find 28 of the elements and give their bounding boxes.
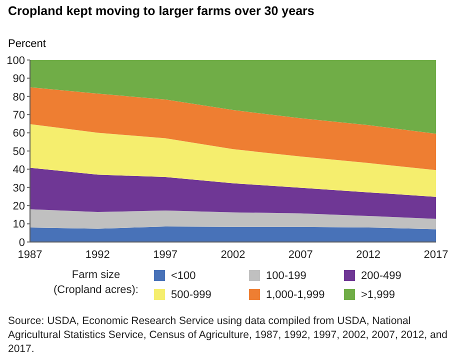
legend-label: 1,000-1,999 <box>266 288 325 300</box>
legend-label: 500-999 <box>171 288 212 300</box>
x-tick-label: 1987 <box>18 248 42 261</box>
y-tick-label: 50 <box>12 146 25 158</box>
legend-label: >1,999 <box>361 288 395 300</box>
y-tick-label: 70 <box>12 110 25 122</box>
y-tick-label: 90 <box>12 73 25 86</box>
y-tick-label: 80 <box>12 91 25 104</box>
y-tick-label: 60 <box>12 128 25 140</box>
source-note: Source: USDA, Economic Research Service using data compiled from USDA, National Agricultural Statistics Service, Census of Agriculture, 1987, 1992, 1997, 2002, 2007, 2012, and 2017. <box>8 314 448 355</box>
y-tick-label: 0 <box>18 236 25 249</box>
x-tick-label: 2017 <box>424 248 448 261</box>
y-axis-title: Percent <box>8 38 46 50</box>
legend-label: <100 <box>171 270 196 282</box>
y-tick-label: 10 <box>12 218 25 231</box>
x-tick-label: 2002 <box>220 248 246 261</box>
x-tick-label: 2007 <box>288 248 313 261</box>
y-tick-label: 20 <box>12 200 25 213</box>
y-tick-label: 40 <box>12 164 25 176</box>
y-tick-label: 30 <box>12 182 25 194</box>
x-tick-label: 1997 <box>153 248 178 261</box>
x-tick-label: 2012 <box>356 248 381 261</box>
x-tick-label: 1992 <box>85 248 110 261</box>
legend-label: 100-199 <box>266 270 306 282</box>
chart-title: Cropland kept moving to larger farms over 30 years <box>8 4 314 18</box>
legend-label: 200-499 <box>361 270 402 282</box>
y-tick-label: 100 <box>6 54 25 67</box>
legend-title: Farm size (Cropland acres): <box>52 268 140 298</box>
